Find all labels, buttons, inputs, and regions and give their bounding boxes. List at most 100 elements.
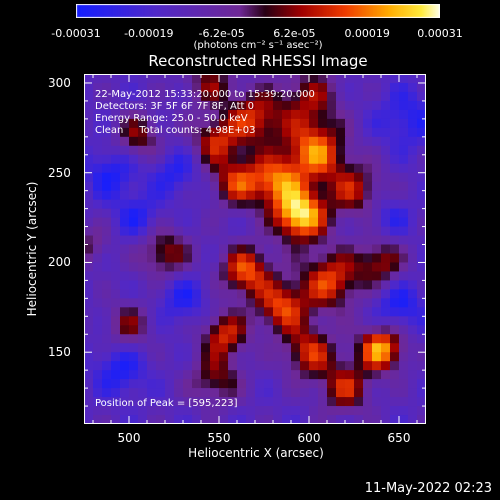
heatmap-cell [345, 118, 355, 129]
x-tick-label: 550 [207, 431, 231, 445]
heatmap-cell [228, 118, 238, 129]
heatmap-cell [210, 316, 220, 326]
heatmap-cell [381, 208, 391, 219]
heatmap-cell [345, 406, 355, 416]
annotation-time: 22-May-2012 15:33:20.000 to 15:39:20.000 [95, 89, 315, 100]
heatmap-cell [309, 262, 319, 272]
heatmap-cell [327, 397, 337, 407]
heatmap-cell [174, 199, 184, 210]
heatmap-cell [129, 127, 139, 138]
heatmap-cell [282, 370, 292, 380]
heatmap-cell [183, 298, 193, 308]
heatmap-cell [354, 244, 364, 254]
heatmap-cell [147, 235, 157, 246]
heatmap-cell [111, 136, 121, 147]
heatmap-cell [381, 127, 391, 138]
heatmap-cell [201, 118, 211, 129]
heatmap-cell [84, 406, 94, 416]
heatmap-cell [246, 271, 256, 281]
heatmap-cell [300, 298, 310, 308]
heatmap-cell [156, 109, 166, 120]
heatmap-cell [417, 415, 426, 424]
heatmap-cell [372, 181, 382, 192]
heatmap-cell [174, 307, 184, 317]
heatmap-cell [84, 307, 94, 317]
heatmap-cell [120, 406, 130, 416]
heatmap-cell [120, 74, 130, 84]
heatmap-cell [372, 388, 382, 398]
heatmap-cell [417, 181, 426, 192]
heatmap-cell [399, 379, 409, 389]
heatmap-cell [408, 118, 418, 129]
heatmap-cell [372, 334, 382, 344]
heatmap-cell [183, 316, 193, 326]
heatmap-cell [174, 181, 184, 192]
heatmap-cell [390, 127, 400, 138]
heatmap-cell [363, 91, 373, 102]
heatmap-cell [93, 235, 103, 246]
heatmap-cell [273, 208, 283, 219]
heatmap-cell [309, 388, 319, 398]
heatmap-cell [246, 226, 256, 237]
heatmap-cell [102, 154, 112, 165]
heatmap-cell [192, 298, 202, 308]
heatmap-cell [192, 190, 202, 201]
heatmap-cell [300, 181, 310, 192]
y-tick-label: 200 [48, 255, 71, 270]
heatmap-cell [273, 253, 283, 263]
heatmap-cell [327, 361, 337, 371]
heatmap-cell [102, 406, 112, 416]
heatmap-cell [93, 298, 103, 308]
heatmap-cell [102, 136, 112, 147]
heatmap-cell [300, 379, 310, 389]
heatmap-cell [255, 109, 265, 120]
heatmap-cell [282, 74, 292, 84]
heatmap-cell [273, 298, 283, 308]
heatmap-cell [165, 100, 175, 111]
heatmap-cell [273, 100, 283, 111]
heatmap-cell [408, 406, 418, 416]
heatmap-cell [399, 262, 409, 272]
heatmap-cell [93, 370, 103, 380]
heatmap-cell [201, 226, 211, 237]
heatmap-cell [192, 361, 202, 371]
heatmap-cell [336, 244, 346, 254]
heatmap-cell [102, 253, 112, 263]
heatmap-cell [381, 190, 391, 201]
heatmap-cell [102, 379, 112, 389]
heatmap-cell [102, 217, 112, 228]
heatmap-cell [174, 325, 184, 335]
heatmap-cell [354, 199, 364, 210]
heatmap-cell [165, 343, 175, 353]
heatmap-cell [219, 74, 229, 84]
x-tick-label: 500 [117, 431, 141, 445]
heatmap-cell [408, 100, 418, 111]
heatmap-cell [201, 154, 211, 165]
heatmap-cell [264, 118, 274, 129]
heatmap-cell [318, 415, 328, 424]
heatmap-cell [84, 109, 94, 120]
heatmap-cell [165, 388, 175, 398]
heatmap-cell [210, 217, 220, 228]
heatmap-cell [120, 145, 130, 156]
heatmap-cell [84, 226, 94, 237]
heatmap-cell [390, 244, 400, 254]
heatmap-cell [363, 253, 373, 263]
heatmap-cell [156, 91, 166, 102]
heatmap-cell [381, 289, 391, 299]
heatmap-cell [138, 388, 148, 398]
heatmap-cell [246, 199, 256, 210]
heatmap-cell [408, 370, 418, 380]
heatmap-cell [237, 127, 247, 138]
heatmap-cell [399, 307, 409, 317]
heatmap-cell [84, 334, 94, 344]
heatmap-cell [237, 289, 247, 299]
heatmap-cell [327, 199, 337, 210]
heatmap-cell [201, 388, 211, 398]
heatmap-cell [255, 253, 265, 263]
heatmap-cell [417, 352, 426, 362]
heatmap-cell [381, 109, 391, 120]
heatmap-cell [309, 343, 319, 353]
heatmap-cell [174, 352, 184, 362]
heatmap-cell [399, 235, 409, 246]
